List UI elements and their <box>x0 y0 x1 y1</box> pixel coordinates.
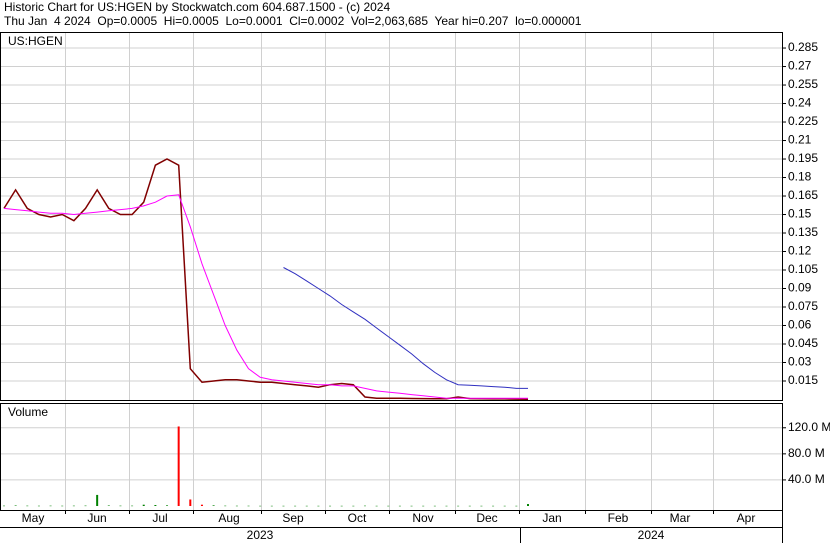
volume-bar <box>131 505 134 507</box>
y-tick-label: 0.27 <box>788 59 812 73</box>
volume-bar <box>445 505 448 507</box>
volume-bar <box>422 505 425 507</box>
y-tick-label: 120.0 M <box>788 420 830 434</box>
header-title: Historic Chart for US:HGEN by Stockwatch… <box>4 0 390 14</box>
y-tick-label: 0.255 <box>788 77 818 91</box>
grid <box>1 32 782 510</box>
volume-bar <box>468 505 471 507</box>
volume-bar <box>305 505 308 507</box>
x-tick-label: Aug <box>218 511 239 525</box>
x-tick-label: Mar <box>670 511 691 525</box>
volume-bar <box>26 505 29 507</box>
price-line <box>3 158 529 401</box>
x-tick-label: May <box>22 511 45 525</box>
volume-bar <box>515 505 518 507</box>
volume-bar <box>235 505 238 507</box>
volume-bar <box>340 505 343 507</box>
volume-bar <box>282 505 285 507</box>
x-tick-label: Dec <box>476 511 497 525</box>
volume-bar <box>49 505 52 507</box>
volume-label: Volume <box>8 405 48 419</box>
volume-bar <box>259 505 262 507</box>
x-tick-label: Jul <box>152 511 167 525</box>
volume-bar <box>3 505 5 507</box>
volume-bar <box>247 505 250 507</box>
price-label: US:HGEN <box>8 34 63 48</box>
volume-frame <box>0 403 783 511</box>
price-frame <box>0 32 783 401</box>
volume-bar <box>352 505 355 507</box>
y-tick-label: 0.06 <box>788 318 812 332</box>
volume-bar <box>142 504 145 506</box>
y-tick-label: 0.12 <box>788 244 812 258</box>
volume-bar <box>177 426 180 506</box>
volume-bar <box>37 505 40 507</box>
y-tick-label: 0.03 <box>788 355 812 369</box>
y-tick-label: 0.18 <box>788 170 812 184</box>
volume-bar <box>527 504 529 506</box>
volume-bar <box>189 499 192 506</box>
volume-bar <box>363 505 366 507</box>
y-tick-label: 0.09 <box>788 281 812 295</box>
volume-bar <box>398 505 401 507</box>
moving-average <box>3 194 528 399</box>
moving-average <box>283 267 528 389</box>
volume-bar <box>480 505 483 507</box>
x-tick-label: Jun <box>87 511 106 525</box>
x-tick-label: Jan <box>542 511 561 525</box>
y-tick-label: 0.045 <box>788 336 818 350</box>
x-tick-label: Oct <box>348 511 367 525</box>
y-tick-label: 80.0 M <box>788 446 825 460</box>
volume-bar <box>72 505 75 507</box>
y-tick-label: 40.0 M <box>788 472 825 486</box>
y-tick-label: 0.24 <box>788 96 812 110</box>
volume-bar <box>96 494 99 506</box>
y-tick-label: 0.195 <box>788 151 818 165</box>
y-tick-label: 0.135 <box>788 225 818 239</box>
x-tick-label: Sep <box>282 511 304 525</box>
y-tick-label: 0.21 <box>788 133 812 147</box>
volume-bar <box>200 504 203 506</box>
volume-bar <box>410 505 413 507</box>
volume-bar <box>433 505 436 507</box>
volume-bar <box>166 505 169 506</box>
volume-bar <box>270 505 273 507</box>
y-tick-label: 0.075 <box>788 299 818 313</box>
volume-bar <box>492 505 495 507</box>
y-tick-label: 0.225 <box>788 114 818 128</box>
y-tick-label: 0.285 <box>788 40 818 54</box>
volume-bar <box>329 505 332 507</box>
y-tick-label: 0.15 <box>788 207 812 221</box>
volume-bar <box>84 505 87 507</box>
volume-bar <box>14 505 17 506</box>
volume-bar <box>503 505 506 507</box>
year-label: 2024 <box>638 528 665 542</box>
volume-bar <box>375 505 378 507</box>
volume-bar <box>224 505 227 507</box>
x-tick-label: Feb <box>608 511 629 525</box>
volume-bar <box>212 505 215 506</box>
year-label: 2023 <box>247 528 274 542</box>
y-tick-label: 0.165 <box>788 188 818 202</box>
volume-bar <box>317 505 320 507</box>
y-tick-label: 0.015 <box>788 373 818 387</box>
y-tick-label: 0.105 <box>788 262 818 276</box>
x-tick-label: Nov <box>412 511 433 525</box>
header-quote: Thu Jan 4 2024 Op=0.0005 Hi=0.0005 Lo=0.… <box>4 14 582 28</box>
volume-bar <box>294 505 297 507</box>
volume-bar <box>61 505 64 507</box>
volume-bar <box>457 505 460 507</box>
volume-bar <box>154 505 157 506</box>
volume-bar <box>107 505 110 506</box>
x-tick-label: Apr <box>737 511 756 525</box>
volume-bar <box>119 505 122 507</box>
volume-bar <box>387 505 390 507</box>
